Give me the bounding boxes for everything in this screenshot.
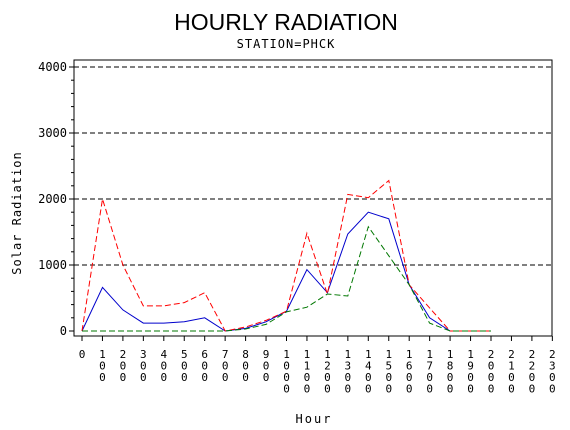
axes (69, 59, 553, 341)
y-tick-labels: 0 1000 2000 3000 4000 (38, 60, 67, 338)
series-line-3 (82, 225, 491, 332)
plot-frame (73, 59, 553, 337)
y-tick-label: 2000 (38, 192, 67, 206)
y-tick-label: 3000 (38, 126, 67, 140)
series-layer (81, 179, 491, 332)
grid-lines (74, 66, 552, 266)
series-line-2 (81, 179, 491, 332)
y-tick-label: 4000 (38, 60, 67, 74)
y-tick-label: 1000 (38, 258, 67, 272)
x-axis-label: Hour (296, 412, 333, 426)
chart-subtitle: STATION=PHCK (237, 37, 336, 51)
chart-title: HOURLY RADIATION (174, 9, 398, 35)
y-tick-label: 0 (60, 324, 67, 338)
x-tick-label: 0 (79, 348, 86, 361)
y-axis-label: Solar Radiation (10, 151, 24, 274)
series-line-1 (81, 211, 491, 332)
x-tick-labels: 0 1 0 0 2 0 0 3 0 0 4 0 0 5 0 0 6 0 0 7 0 0 8 0 0 9 0 0 1 0 0 0 1 1 0 0 1 2 0 0… (79, 348, 556, 396)
